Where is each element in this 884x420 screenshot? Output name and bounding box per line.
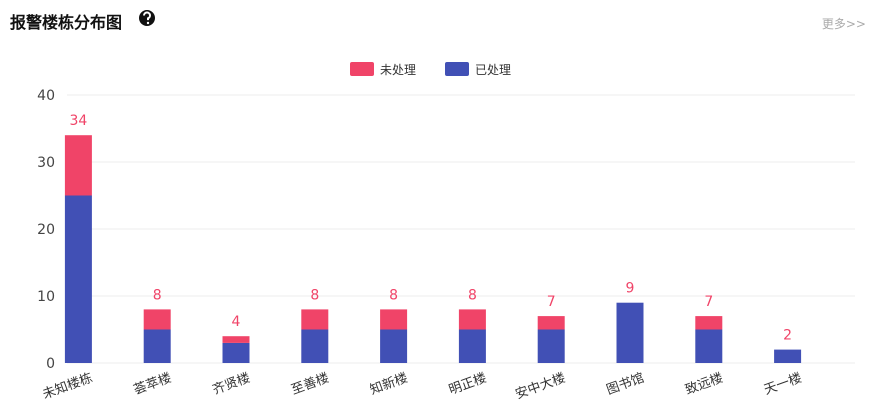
y-tick-label: 30 [37,155,55,171]
total-label: 8 [153,287,162,303]
help-glyph [142,11,151,21]
total-label: 2 [783,328,792,344]
bar-segment [616,302,644,363]
total-label: 8 [389,287,398,303]
x-tick-label: 图书馆 [605,371,647,398]
legend-swatch [445,62,469,76]
x-tick-label: 齐贤楼 [210,370,252,398]
bar-segment [537,329,565,363]
bar-segment [301,329,329,363]
help-dot [146,21,150,25]
bar-segment [380,329,408,363]
bar-segment [774,349,802,363]
bar-segment [458,309,486,330]
x-tick-label: 致远楼 [683,371,725,398]
total-label: 8 [468,287,477,303]
total-label: 4 [232,314,241,330]
y-tick-label: 0 [46,356,55,372]
bar-segment [64,195,92,363]
more-link[interactable]: 更多>> [822,17,866,31]
bar-segment [537,316,565,330]
y-tick-label: 10 [37,289,55,305]
total-label: 9 [626,281,635,297]
chart-title: 报警楼栋分布图 [10,13,122,32]
help-icon[interactable] [139,10,155,26]
total-label: 34 [69,113,87,129]
x-tick-label: 安中大楼 [514,371,568,403]
legend-label: 未处理 [380,63,416,77]
y-tick-label: 40 [37,88,55,104]
x-tick-label: 天一楼 [762,371,804,398]
bar-segment [143,309,171,330]
bar-segment [301,309,329,330]
x-tick-label: 荟萃楼 [132,371,174,398]
bar-segment [64,135,92,196]
y-tick-label: 20 [37,222,55,238]
bar-segment [458,329,486,363]
x-tick-label: 未知楼栋 [40,370,94,403]
x-tick-label: 至善楼 [289,370,331,398]
bar-segment [222,342,250,363]
bar-segment [143,329,171,363]
bar-segment [695,316,723,330]
x-tick-label: 明正楼 [447,371,489,398]
total-label: 7 [547,294,556,310]
bar-segment [380,309,408,330]
x-tick-label: 知新楼 [368,370,410,398]
total-label: 7 [704,294,713,310]
legend-swatch [350,62,374,76]
legend-label: 已处理 [475,63,511,77]
bar-segment [222,336,250,343]
total-label: 8 [310,287,319,303]
bar-segment [695,329,723,363]
